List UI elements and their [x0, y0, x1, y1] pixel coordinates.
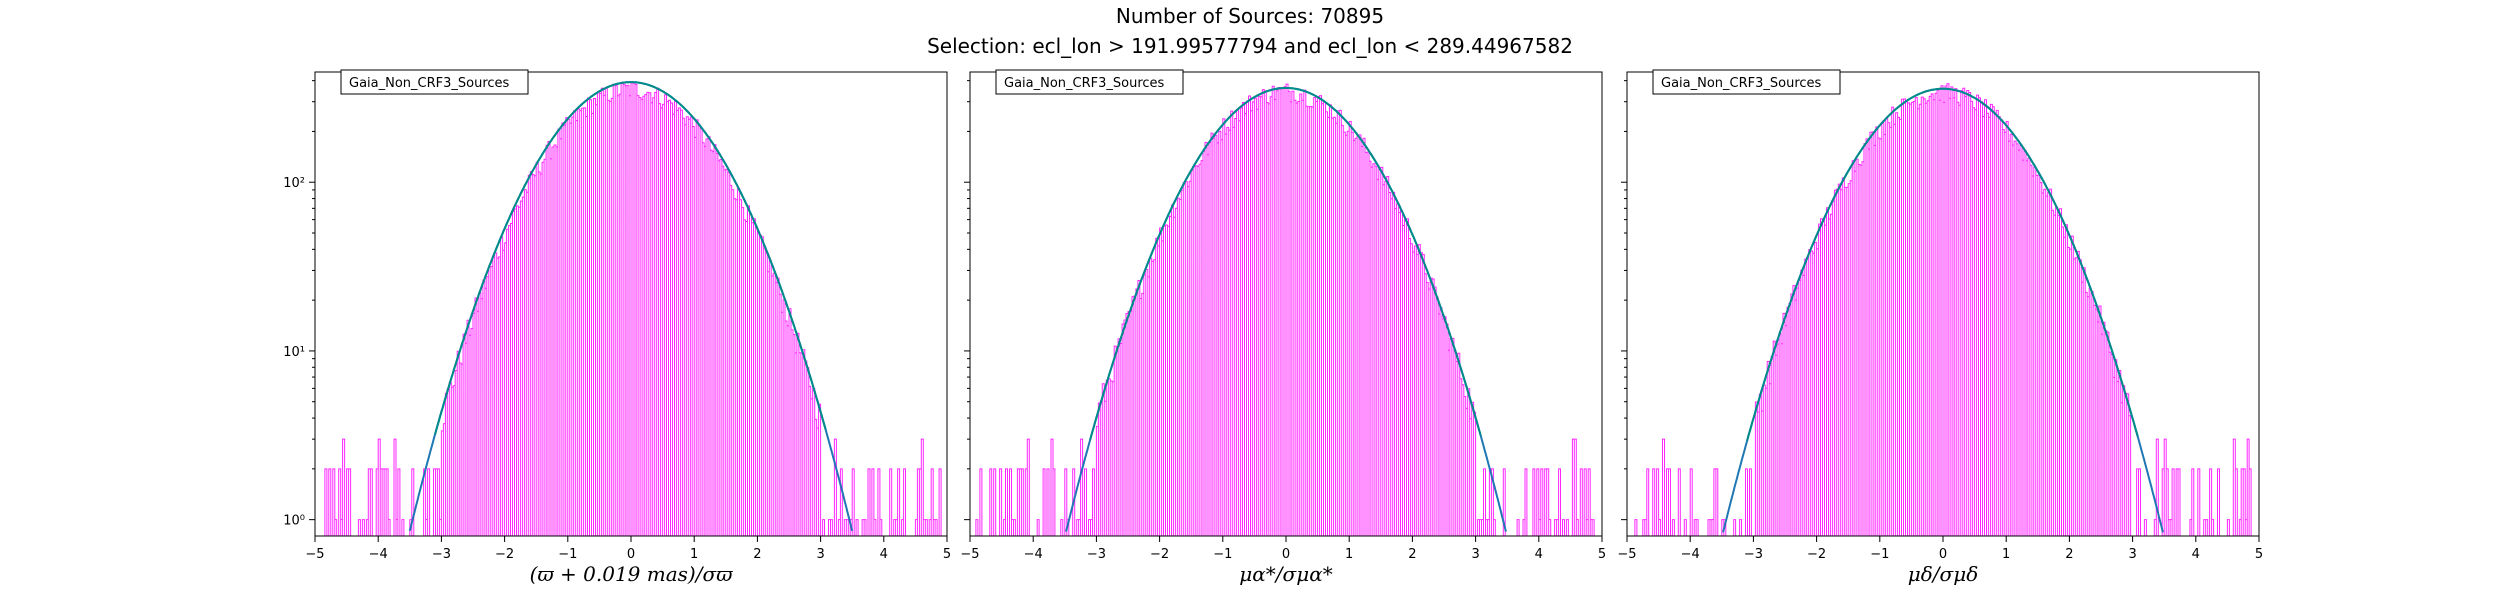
x-tick-label: 0 [627, 547, 635, 562]
legend: Gaia_Non_CRF3_Sources [340, 69, 529, 95]
x-tick-label: −2 [1150, 547, 1169, 562]
x-tick-label: 5 [1598, 547, 1606, 562]
x-tick-label: 1 [2002, 547, 2010, 562]
x-tick-label: −5 [305, 547, 324, 562]
legend-box [340, 69, 529, 95]
x-tick-label: −2 [1807, 547, 1826, 562]
x-tick-label: 0 [1282, 547, 1290, 562]
x-tick-label: 5 [943, 547, 951, 562]
panel-1: −5 −4 −3 −2 −1 0 1 2 3 4 5 10⁰ 10¹ 10² Gaia_Non_CRF3_S… [283, 69, 951, 562]
legend: Gaia_Non_CRF3_Sources [995, 69, 1184, 95]
panel-3-xlabel: μδ/σμδ [1907, 562, 1979, 586]
x-tick-label: −1 [1213, 547, 1232, 562]
y-tick-label: 10⁰ [283, 514, 305, 529]
histogram-series [1634, 83, 2252, 536]
x-tick-label: 2 [2065, 547, 2073, 562]
x-tick-label: 2 [753, 547, 761, 562]
x-tick-label: 4 [880, 547, 888, 562]
x-tick-label: 3 [816, 547, 824, 562]
x-tick-label: −3 [1744, 547, 1763, 562]
x-tick-label: −5 [960, 547, 979, 562]
chart-title: Number of Sources: 70895 [1115, 4, 1385, 28]
fit-curve-teal [1089, 86, 1482, 441]
legend-label: Gaia_Non_CRF3_Sources [1661, 76, 1822, 91]
panel-2-xlabel: μα*/σμα* [1239, 562, 1333, 586]
x-tick-label: 4 [1535, 547, 1543, 562]
histogram-series [975, 83, 1595, 536]
x-tick-label: 4 [2192, 547, 2200, 562]
x-tick-label: −2 [495, 547, 514, 562]
y-tick-label: 10¹ [283, 345, 305, 360]
x-tick-label: 5 [2255, 547, 2263, 562]
x-tick-label: 3 [1471, 547, 1479, 562]
x-tick-label: −4 [1024, 547, 1043, 562]
legend-box [995, 69, 1184, 95]
legend-label: Gaia_Non_CRF3_Sources [349, 76, 510, 91]
x-tick-label: −1 [558, 547, 577, 562]
panel-3: −5 −4 −3 −2 −1 0 1 2 3 4 5 Gaia_Non_CRF3_Sources [1617, 69, 2263, 562]
x-tick-label: −5 [1617, 547, 1636, 562]
fit-curve-teal [1746, 87, 2139, 442]
panel-2: −5 −4 −3 −2 −1 0 1 2 3 4 5 Gaia_Non_CRF3_Sources [960, 69, 1606, 562]
chart-subtitle: Selection: ecl_lon > 191.99577794 and ec… [927, 34, 1573, 58]
x-tick-label: −1 [1870, 547, 1889, 562]
panel-1-xlabel: (ϖ + 0.019 mas)/σϖ [529, 562, 733, 586]
x-tick-label: 0 [1939, 547, 1947, 562]
y-tick-label: 10² [283, 176, 305, 191]
legend-label: Gaia_Non_CRF3_Sources [1004, 76, 1165, 91]
x-tick-label: 1 [690, 547, 698, 562]
histogram-series [324, 82, 942, 536]
legend-box [1652, 69, 1841, 95]
x-tick-label: 1 [1345, 547, 1353, 562]
legend: Gaia_Non_CRF3_Sources [1652, 69, 1841, 95]
x-tick-label: 3 [2128, 547, 2136, 562]
x-tick-label: 2 [1408, 547, 1416, 562]
x-tick-label: −3 [1087, 547, 1106, 562]
x-tick-label: −4 [369, 547, 388, 562]
x-tick-label: −4 [1681, 547, 1700, 562]
fit-curve-teal [434, 81, 827, 435]
x-tick-label: −3 [432, 547, 451, 562]
